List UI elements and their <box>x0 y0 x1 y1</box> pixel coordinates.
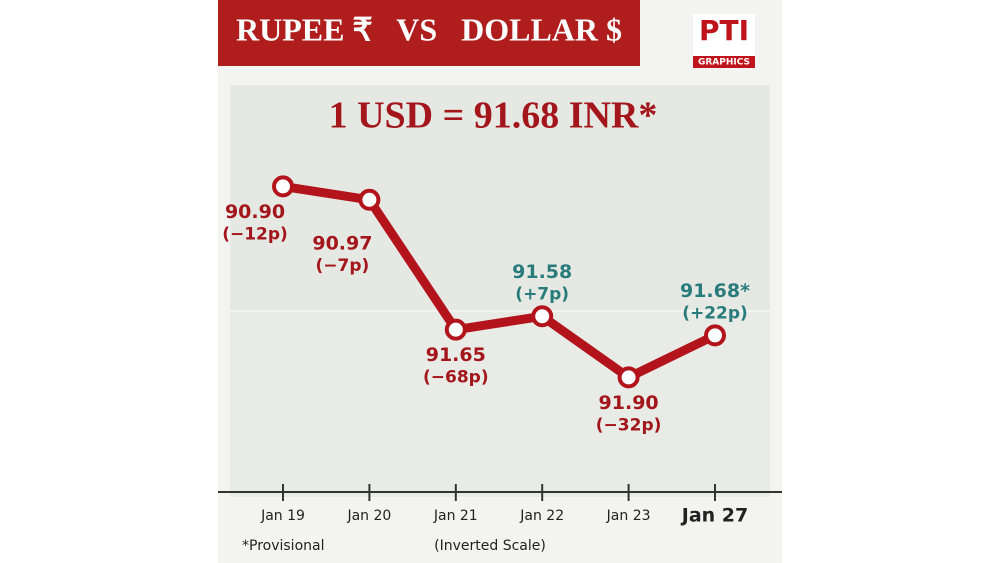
logo-name: PTI <box>699 14 749 47</box>
x-tick-label: Jan 23 <box>606 508 651 524</box>
value-label: 90.90 <box>225 201 285 223</box>
x-tick-label: Jan 19 <box>260 508 305 524</box>
point <box>444 318 467 341</box>
point <box>358 188 381 211</box>
line <box>282 181 717 382</box>
dollar-note <box>230 312 770 497</box>
point <box>617 366 640 389</box>
x-tick-label: Jan 21 <box>433 508 478 524</box>
change-label: (−7p) <box>316 256 370 276</box>
value-label: 91.58 <box>512 261 572 283</box>
change-label: (−32p) <box>596 415 662 435</box>
footnote: *Provisional <box>242 538 324 554</box>
change-label: (−12p) <box>222 224 288 244</box>
logo-strip <box>693 56 755 68</box>
logo-caption: GRAPHICS <box>698 58 750 68</box>
change-label: (+7p) <box>515 284 569 304</box>
point <box>272 175 294 198</box>
scale-note: (Inverted Scale) <box>434 538 546 554</box>
x-tick-label: Jan 20 <box>346 508 391 524</box>
x-tick-label: Jan 27 <box>680 505 748 527</box>
change-label: (−68p) <box>423 368 489 388</box>
headline: 1 USD = 91.68 INR* <box>329 95 658 137</box>
value-label: 90.97 <box>312 232 372 254</box>
rupee-note <box>230 85 770 310</box>
x-tick-label: Jan 22 <box>519 508 564 524</box>
value-label: 91.65 <box>426 344 486 366</box>
point <box>704 324 726 347</box>
point <box>531 305 554 328</box>
chart-title: RUPEE ₹ VS DOLLAR $ <box>236 11 622 47</box>
change-label: (+22p) <box>682 303 748 323</box>
title-banner <box>218 0 640 66</box>
value-label: 91.68* <box>680 280 750 302</box>
value-label: 91.90 <box>599 392 659 414</box>
